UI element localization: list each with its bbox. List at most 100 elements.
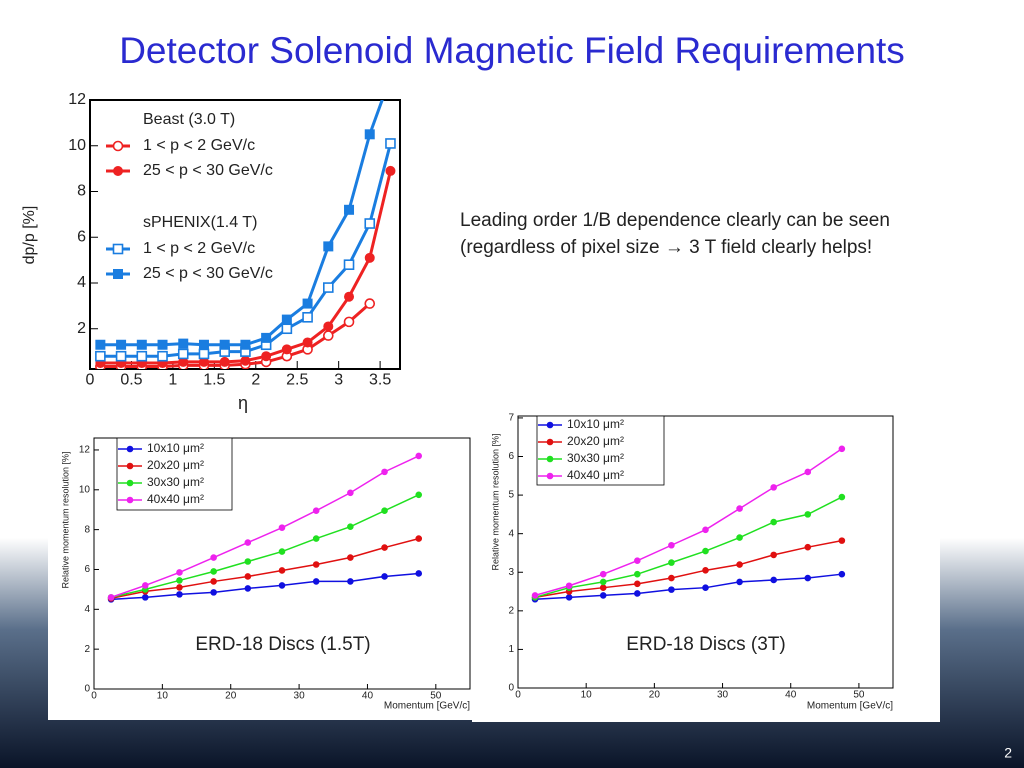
legend-marker: [126, 445, 134, 453]
marker: [415, 452, 423, 460]
legend-label: 10x10 μm²: [147, 441, 204, 455]
marker: [364, 129, 375, 140]
marker: [736, 578, 743, 586]
x-tick-label: 2.5: [286, 371, 308, 388]
marker: [136, 339, 147, 350]
marker: [668, 559, 675, 566]
y-tick-label: 12: [79, 445, 91, 456]
x-tick-label: 50: [853, 690, 865, 701]
marker: [343, 316, 355, 328]
marker: [261, 332, 272, 343]
slide-title: Detector Solenoid Magnetic Field Require…: [119, 30, 905, 71]
x-tick-label: 0: [91, 691, 97, 702]
marker: [281, 314, 292, 325]
y-tick-label: 6: [508, 451, 514, 462]
y-tick-label: 2: [84, 644, 90, 655]
marker: [210, 554, 217, 561]
legend-label: 25 < p < 30 GeV/c: [143, 162, 273, 179]
x-tick-label: 0: [515, 690, 521, 701]
legend-box: [116, 437, 233, 511]
series-line: [534, 496, 843, 599]
marker: [381, 544, 388, 551]
marker: [107, 594, 115, 601]
legend-marker: [546, 472, 554, 480]
marker: [141, 594, 149, 601]
marker: [198, 339, 209, 350]
marker: [302, 312, 313, 323]
marker: [599, 570, 607, 578]
body-text: (regardless of pixel size → 3 T field cl…: [460, 237, 872, 258]
legend-marker: [112, 140, 124, 152]
marker: [385, 138, 396, 149]
y-tick-label: 5: [508, 490, 514, 501]
marker: [210, 568, 217, 575]
marker: [634, 580, 641, 588]
marker: [244, 585, 252, 592]
marker: [344, 204, 355, 215]
marker: [312, 507, 320, 515]
marker: [770, 576, 777, 584]
marker: [770, 518, 777, 526]
marker: [702, 567, 709, 574]
marker: [702, 584, 709, 591]
x-tick-label: 30: [294, 691, 306, 702]
y-tick-label: 2: [508, 605, 514, 616]
x-axis-label: Momentum [GeV/c]: [384, 701, 470, 712]
marker: [364, 298, 376, 309]
marker: [804, 511, 812, 518]
marker: [210, 589, 217, 596]
legend-marker: [546, 455, 554, 463]
marker: [736, 561, 743, 568]
marker: [736, 505, 743, 512]
y-tick-label: 8: [84, 524, 90, 535]
marker: [668, 541, 675, 549]
x-tick-label: 10: [581, 690, 593, 701]
y-axis-label: dp/p [%]: [21, 206, 38, 265]
y-tick-label: 3: [508, 567, 514, 578]
marker: [347, 554, 354, 561]
marker: [770, 551, 777, 559]
legend-label: 10x10 μm²: [567, 417, 624, 431]
marker: [136, 350, 148, 362]
marker: [415, 535, 423, 542]
marker: [178, 338, 189, 349]
y-tick-label: 4: [77, 274, 86, 291]
x-tick-label: 3: [334, 371, 343, 388]
marker: [668, 574, 675, 582]
marker: [261, 351, 272, 362]
marker: [177, 348, 189, 360]
x-tick-label: 20: [649, 690, 661, 701]
series-line: [111, 572, 419, 601]
marker: [736, 534, 743, 541]
y-axis-label: Relative momentum resolution [%]: [60, 451, 70, 588]
marker: [838, 445, 846, 453]
y-tick-label: 12: [68, 91, 86, 108]
marker: [312, 535, 320, 542]
x-tick-label: 10: [157, 691, 169, 702]
legend-marker: [112, 243, 124, 255]
marker: [347, 578, 354, 585]
y-tick-label: 2: [77, 320, 86, 337]
marker: [415, 570, 423, 577]
marker: [323, 321, 334, 332]
marker: [381, 573, 388, 580]
series-line: [110, 455, 420, 599]
marker: [599, 592, 607, 599]
body-text: Leading order 1/B dependence clearly can…: [460, 210, 890, 231]
marker: [240, 339, 251, 350]
series-line: [534, 539, 843, 599]
legend-label: 20x20 μm²: [567, 434, 624, 448]
y-tick-label: 0: [84, 684, 90, 695]
x-tick-label: 2: [251, 371, 260, 388]
legend-label: 20x20 μm²: [147, 458, 204, 472]
marker: [115, 350, 127, 362]
marker: [219, 339, 230, 350]
marker: [281, 344, 292, 355]
marker: [302, 337, 313, 348]
marker: [634, 570, 641, 578]
annotation: ERD-18 Discs (3T): [626, 634, 785, 655]
legend-title: sPHENIX(1.4 T): [143, 214, 257, 231]
y-tick-label: 10: [68, 137, 86, 154]
x-tick-label: 50: [430, 691, 442, 702]
